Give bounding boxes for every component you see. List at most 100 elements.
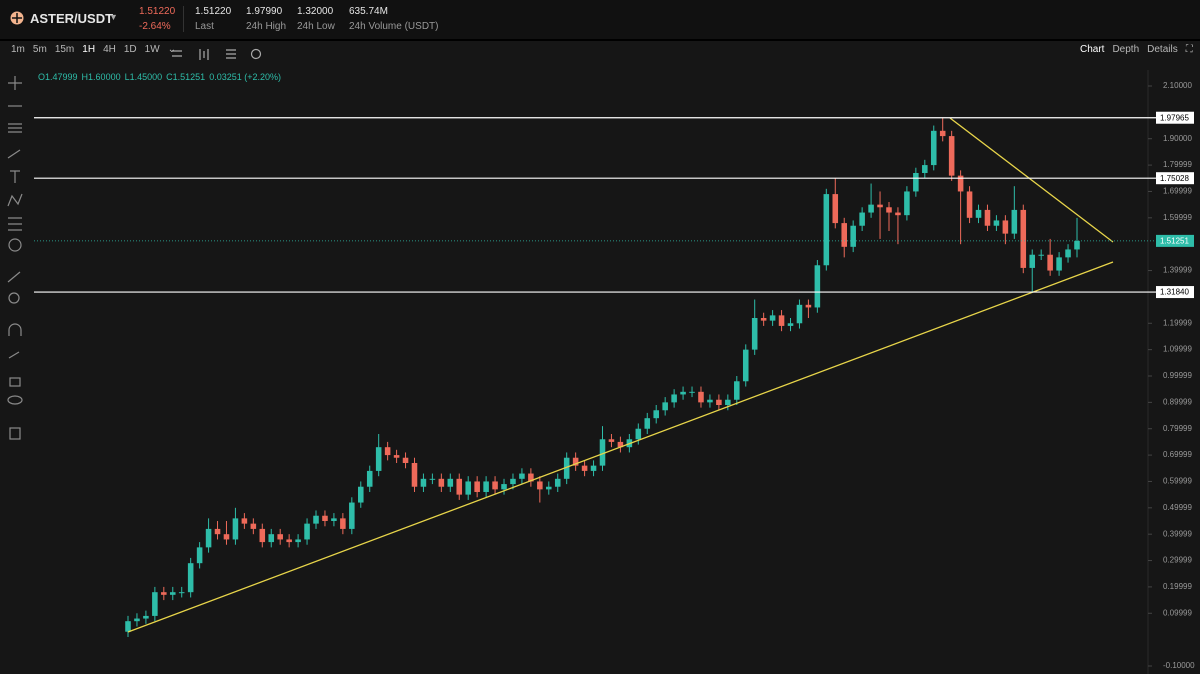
candle-body — [742, 349, 749, 382]
candle-body — [465, 481, 471, 495]
candle-body — [939, 130, 946, 137]
candle-body — [698, 391, 704, 403]
price: 1.51220 — [139, 6, 176, 17]
candle-body — [1029, 254, 1036, 268]
interval[interactable]: 15m — [54, 44, 75, 55]
candle-body — [384, 447, 391, 456]
candle-body — [572, 457, 579, 466]
level-label-box — [1156, 111, 1194, 124]
brush-tool[interactable] — [7, 149, 21, 159]
interval[interactable]: 1W — [144, 44, 160, 55]
stat-value: 1.97990 — [246, 6, 283, 17]
text-tool[interactable] — [10, 170, 20, 183]
candle-body — [402, 457, 409, 463]
y-tick-label: 0.89999 — [1163, 397, 1192, 406]
candle-body — [510, 478, 516, 485]
last-price-label-box — [1156, 234, 1194, 247]
candle-body — [581, 465, 588, 471]
view-tab[interactable]: Depth — [1112, 44, 1140, 55]
ruler-tool[interactable] — [7, 271, 21, 283]
trendline[interactable] — [949, 117, 1114, 243]
candle-body — [456, 478, 463, 495]
candle-body — [859, 212, 865, 226]
interval[interactable]: 1m — [11, 44, 25, 55]
lock-drawing-tool[interactable] — [8, 351, 20, 359]
pair-dropdown[interactable]: ▼ — [109, 12, 118, 22]
zoom-tool[interactable] — [8, 292, 20, 304]
view-tabs: Chart Depth Details ⛶ — [1080, 44, 1200, 64]
candle-body — [483, 481, 489, 492]
trendline[interactable] — [127, 261, 1114, 633]
interval[interactable]: 4H — [103, 44, 116, 55]
level-label-box — [1156, 286, 1194, 299]
y-tick-label: 0.49999 — [1163, 503, 1192, 512]
interval[interactable]: 1D — [123, 44, 137, 55]
y-tick-label: 1.69999 — [1163, 187, 1192, 196]
emoji-tool[interactable] — [8, 238, 22, 252]
candle-body — [528, 473, 534, 482]
candle-body — [161, 592, 167, 595]
pair[interactable]: ASTER/USDT — [30, 11, 114, 26]
indicator-tool[interactable] — [172, 50, 182, 57]
candle-body — [169, 592, 176, 595]
candle-body — [913, 173, 919, 192]
stat-value: 1.32000 — [297, 6, 334, 17]
candle-body — [617, 441, 624, 448]
candle-tool[interactable] — [199, 49, 209, 60]
candle-body — [492, 481, 498, 490]
candle-body — [590, 465, 597, 471]
candle-body — [832, 194, 839, 224]
candle-body — [707, 399, 713, 403]
interval[interactable]: 1H — [82, 44, 96, 55]
level-label: 1.97965 — [1160, 113, 1189, 122]
settings[interactable] — [250, 48, 262, 60]
candle-body — [286, 539, 292, 543]
visibility-tool[interactable] — [7, 395, 23, 405]
delete-tool[interactable] — [9, 427, 21, 440]
coin-icon — [10, 11, 24, 25]
candle-body — [322, 515, 328, 521]
view-tab[interactable]: Details — [1147, 44, 1178, 55]
interval-bar: 1m 5m 15m 1H 4H 1D 1W ⌄ — [11, 44, 184, 64]
stat-label: 24h Low — [297, 21, 335, 32]
stat-value: 635.74M — [349, 6, 388, 17]
candle-body — [214, 528, 221, 535]
magnet-tool[interactable] — [8, 323, 22, 336]
candle-body — [635, 428, 642, 440]
y-tick-label: 2.10000 — [1163, 81, 1192, 90]
candle-body — [922, 165, 928, 173]
candle-body — [689, 391, 695, 393]
candle-body — [554, 478, 561, 487]
candle-body — [474, 481, 480, 492]
candle-body — [313, 515, 319, 524]
y-tick-label: 1.90000 — [1163, 134, 1192, 143]
candle-body — [393, 455, 400, 458]
pattern-tool[interactable] — [7, 193, 23, 207]
level-label-box — [1156, 172, 1194, 185]
candle-body — [948, 136, 955, 176]
y-tick-label: 0.39999 — [1163, 529, 1192, 538]
y-tick-label: 1.39999 — [1163, 266, 1192, 275]
candle-body — [653, 410, 659, 419]
fib-tool[interactable] — [8, 217, 22, 231]
fullscreen[interactable]: ⛶ — [1185, 44, 1193, 55]
candle-body — [501, 484, 507, 490]
candle-body — [957, 175, 964, 192]
candle-body — [340, 518, 346, 529]
candle-body — [349, 502, 355, 529]
candle-body — [751, 318, 758, 350]
candle-body — [375, 447, 382, 471]
candle-body — [411, 463, 418, 487]
crosshair-tool[interactable] — [8, 76, 22, 90]
view-tab[interactable]: Chart — [1080, 44, 1105, 55]
candle-body — [1056, 257, 1062, 271]
legend-item: C1.51251 — [166, 72, 205, 82]
candle-body — [930, 130, 937, 166]
channel-tool[interactable] — [8, 123, 22, 133]
interval[interactable]: 5m — [32, 44, 47, 55]
lock-tool[interactable] — [9, 377, 21, 387]
more-intervals[interactable]: ⌄ — [167, 44, 177, 55]
drawing-toolbar — [7, 76, 23, 440]
template-tool[interactable] — [226, 49, 236, 59]
